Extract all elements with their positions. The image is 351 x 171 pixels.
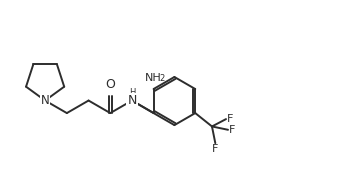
Text: 2: 2 [160, 74, 165, 83]
Text: F: F [227, 114, 233, 124]
Text: F: F [212, 143, 219, 154]
Text: F: F [229, 125, 235, 135]
Text: N: N [41, 94, 49, 107]
Text: NH: NH [145, 73, 162, 83]
Text: O: O [105, 78, 115, 91]
Text: N: N [127, 94, 137, 107]
Text: H: H [129, 88, 135, 97]
